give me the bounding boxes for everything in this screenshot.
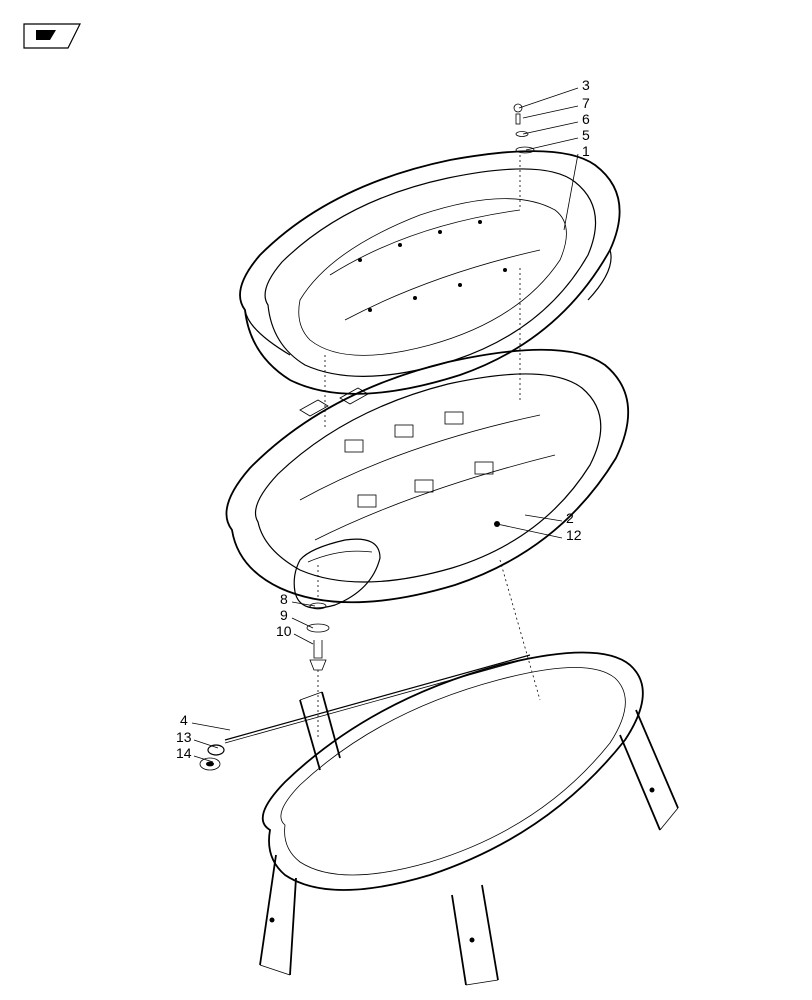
callout-number: 12 <box>566 527 582 543</box>
callout-leader <box>519 88 578 108</box>
callout-number: 13 <box>176 729 192 745</box>
callout-number: 10 <box>276 623 292 639</box>
page-corner-icon <box>24 24 80 48</box>
callout-number: 5 <box>582 127 590 143</box>
callout-leader <box>523 106 578 118</box>
callout-leader <box>526 138 578 150</box>
fastener-stack-top <box>514 104 534 210</box>
callout-number: 3 <box>582 77 590 93</box>
callout-leader <box>564 154 578 230</box>
callout-number: 2 <box>566 510 574 526</box>
callout-leader <box>525 515 562 521</box>
callout-number: 14 <box>176 745 192 761</box>
callout-number: 1 <box>582 143 590 159</box>
callout-number: 9 <box>280 607 288 623</box>
callout-number: 4 <box>180 712 188 728</box>
cab-frame <box>260 653 678 986</box>
top-cover <box>240 151 620 394</box>
callout-leader <box>194 740 218 748</box>
callout-number: 7 <box>582 95 590 111</box>
callout-leader <box>523 122 578 134</box>
callout-number: 6 <box>582 111 590 127</box>
callout-leader <box>194 756 213 762</box>
callout-number: 8 <box>280 591 288 607</box>
callout-leader <box>294 634 313 644</box>
parts-diagram: 37651212891041314 <box>0 0 812 1000</box>
callout-leader <box>192 723 230 730</box>
callout-leader <box>292 618 313 628</box>
snap-plug <box>200 745 224 770</box>
seal-strip <box>225 655 530 743</box>
lower-pan <box>226 350 628 603</box>
